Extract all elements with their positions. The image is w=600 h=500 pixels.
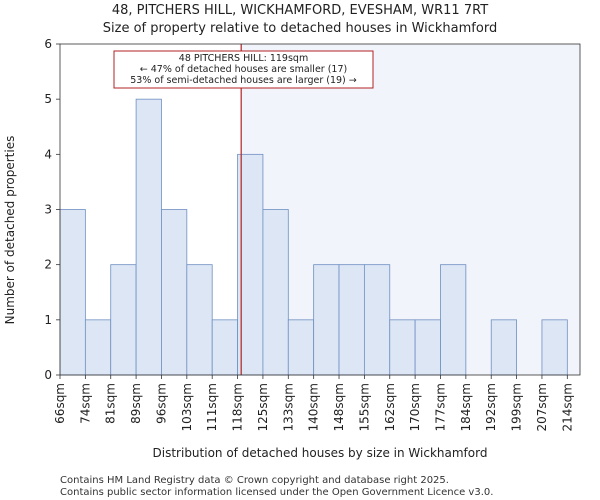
y-tick-label: 0 xyxy=(44,368,52,382)
bar-111sqm xyxy=(211,319,238,376)
bar-162sqm xyxy=(389,319,416,376)
x-tick-label: 199sqm xyxy=(510,383,524,431)
x-tick-label: 89sqm xyxy=(129,383,143,424)
bar-81sqm xyxy=(110,264,137,376)
x-tick-label: 74sqm xyxy=(78,383,92,424)
bar-177sqm xyxy=(440,264,467,376)
footer-line1: Contains HM Land Registry data © Crown c… xyxy=(60,475,449,486)
x-tick-label: 214sqm xyxy=(560,383,574,431)
x-tick-label: 148sqm xyxy=(332,383,346,431)
annotation-line3: 53% of semi-detached houses are larger (… xyxy=(130,75,357,86)
bar-74sqm xyxy=(84,319,112,376)
x-tick-label: 177sqm xyxy=(433,383,447,431)
footer-line2: Contains public sector information licen… xyxy=(60,487,493,498)
annotation-box: 48 PITCHERS HILL: 119sqm ← 47% of detach… xyxy=(113,50,374,89)
bar-89sqm xyxy=(135,98,162,376)
bar-155sqm xyxy=(363,264,391,376)
bar-140sqm xyxy=(313,264,340,376)
annotation-line2: ← 47% of detached houses are smaller (17… xyxy=(140,64,347,75)
y-tick-label: 1 xyxy=(44,313,52,327)
x-axis-ticks: 66sqm 74sqm 81sqm 89sqm 96sqm 103sqm 111sqm 118… xyxy=(53,375,574,431)
x-tick-label: 96sqm xyxy=(154,383,168,424)
y-tick-label: 5 xyxy=(44,92,52,106)
bar-125sqm xyxy=(262,209,289,376)
bar-66sqm xyxy=(59,209,86,376)
x-tick-label: 170sqm xyxy=(408,383,422,431)
bar-118sqm xyxy=(237,153,264,376)
x-tick-label: 81sqm xyxy=(104,383,118,424)
bar-96sqm xyxy=(161,209,188,376)
x-tick-label: 207sqm xyxy=(535,383,549,431)
y-axis-label: Number of detached properties xyxy=(3,136,17,325)
y-tick-label: 2 xyxy=(44,258,52,272)
chart-title-line1: 48, PITCHERS HILL, WICKHAMFORD, EVESHAM,… xyxy=(112,3,488,18)
x-tick-label: 118sqm xyxy=(231,383,245,431)
bar-133sqm xyxy=(287,319,315,376)
bar-192sqm xyxy=(490,319,517,376)
bar-207sqm xyxy=(541,319,568,376)
x-tick-label: 103sqm xyxy=(180,383,194,431)
y-tick-label: 3 xyxy=(44,203,52,217)
x-tick-label: 184sqm xyxy=(459,383,473,431)
x-tick-label: 133sqm xyxy=(281,383,295,431)
x-tick-label: 162sqm xyxy=(383,383,397,431)
x-axis-label: Distribution of detached houses by size … xyxy=(153,446,488,460)
chart-title-line2: Size of property relative to detached ho… xyxy=(103,21,497,36)
bar-148sqm xyxy=(338,264,365,376)
x-tick-label: 192sqm xyxy=(484,383,498,431)
x-tick-label: 140sqm xyxy=(307,383,321,431)
y-axis-ticks: 0 1 2 3 4 5 6 xyxy=(44,37,60,382)
annotation-border xyxy=(113,50,374,89)
x-tick-label: 66sqm xyxy=(53,383,67,424)
x-tick-label: 155sqm xyxy=(357,383,371,431)
x-tick-label: 125sqm xyxy=(256,383,270,431)
y-tick-label: 6 xyxy=(44,37,52,51)
bars xyxy=(59,98,568,376)
x-tick-label: 111sqm xyxy=(205,383,219,431)
y-tick-label: 4 xyxy=(44,147,52,161)
bar-170sqm xyxy=(414,319,441,376)
annotation-line1: 48 PITCHERS HILL: 119sqm xyxy=(179,53,308,64)
bar-103sqm xyxy=(186,264,213,376)
